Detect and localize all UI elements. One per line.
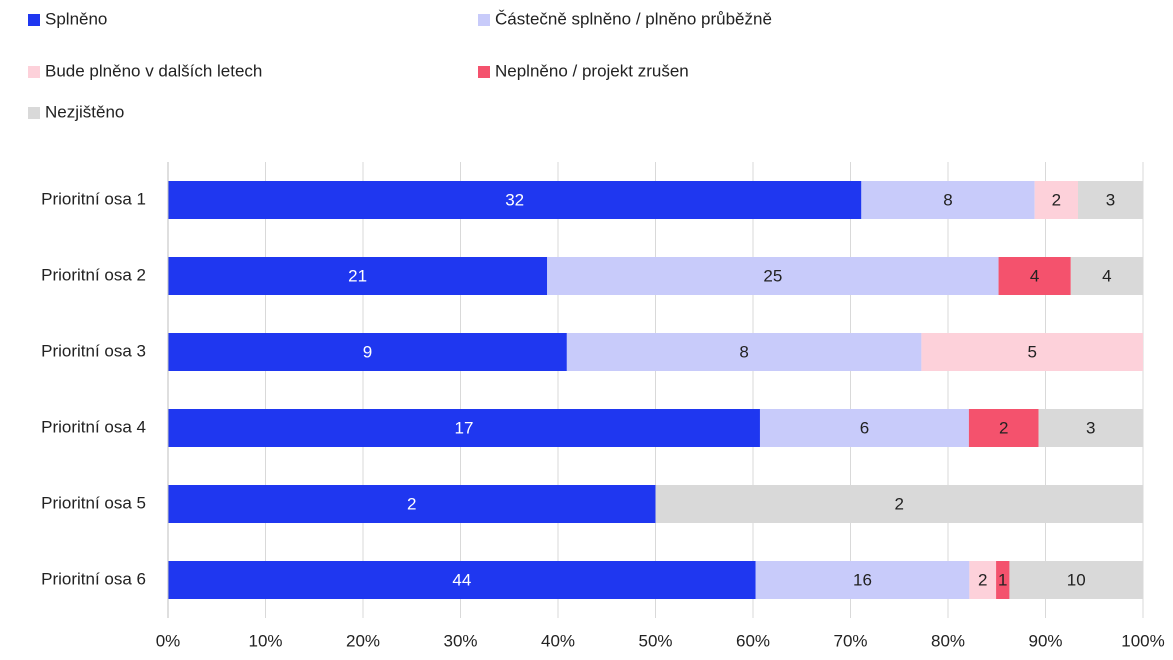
bar-segment	[1038, 409, 1143, 447]
bar-segment	[566, 333, 922, 371]
data-label: 2	[1052, 190, 1061, 209]
data-label: 5	[1027, 342, 1036, 361]
bar-segment	[861, 181, 1035, 219]
bar-segment	[759, 409, 969, 447]
data-label: 16	[853, 570, 872, 589]
legend-label: Neplněno / projekt zrušen	[495, 61, 689, 80]
data-label: 9	[363, 342, 372, 361]
data-label: 6	[860, 418, 869, 437]
bar-segment	[1070, 257, 1143, 295]
bar-segment	[996, 561, 1010, 599]
data-label: 44	[452, 570, 471, 589]
data-label: 21	[348, 266, 367, 285]
legend-swatch	[478, 66, 490, 78]
x-tick-label: 100%	[1121, 631, 1164, 650]
data-label: 8	[943, 190, 952, 209]
x-tick-label: 20%	[346, 631, 380, 650]
x-tick-label: 70%	[833, 631, 867, 650]
bar-segment	[969, 561, 997, 599]
bar-segment	[168, 561, 756, 599]
data-label: 1	[998, 570, 1007, 589]
data-label: 2	[999, 418, 1008, 437]
x-tick-label: 0%	[156, 631, 181, 650]
legend-swatch	[28, 14, 40, 26]
data-label: 3	[1106, 190, 1115, 209]
legend-label: Splněno	[45, 9, 107, 28]
data-label: 25	[763, 266, 782, 285]
x-tick-label: 60%	[736, 631, 770, 650]
bar-segment	[1078, 181, 1143, 219]
bar-segment	[921, 333, 1143, 371]
bar-segment	[168, 181, 862, 219]
data-label: 32	[505, 190, 524, 209]
bar-segment	[168, 485, 656, 523]
y-tick-label: Prioritní osa 5	[41, 493, 146, 512]
data-label: 4	[1102, 266, 1111, 285]
legend-swatch	[28, 66, 40, 78]
y-tick-label: Prioritní osa 1	[41, 189, 146, 208]
bar-segment	[968, 409, 1039, 447]
x-tick-label: 80%	[931, 631, 965, 650]
bar-segment	[655, 485, 1143, 523]
x-tick-label: 50%	[638, 631, 672, 650]
y-tick-label: Prioritní osa 6	[41, 569, 146, 588]
bar-segment	[998, 257, 1071, 295]
data-label: 4	[1030, 266, 1039, 285]
legend-swatch	[28, 107, 40, 119]
bar-segment	[1009, 561, 1143, 599]
data-label: 2	[978, 570, 987, 589]
x-tick-label: 10%	[248, 631, 282, 650]
data-label: 8	[739, 342, 748, 361]
y-tick-label: Prioritní osa 4	[41, 417, 146, 436]
bar-segment	[755, 561, 970, 599]
data-label: 2	[895, 494, 904, 513]
bar-segment	[168, 257, 548, 295]
bar-segment	[168, 409, 760, 447]
x-tick-label: 40%	[541, 631, 575, 650]
x-tick-label: 90%	[1028, 631, 1062, 650]
legend-swatch	[478, 14, 490, 26]
y-tick-label: Prioritní osa 2	[41, 265, 146, 284]
legend-label: Částečně splněno / plněno průběžně	[495, 9, 772, 28]
y-tick-label: Prioritní osa 3	[41, 341, 146, 360]
bar-segment	[547, 257, 999, 295]
bar-segment	[168, 333, 567, 371]
bar-segment	[1034, 181, 1078, 219]
data-label: 3	[1086, 418, 1095, 437]
x-tick-label: 30%	[443, 631, 477, 650]
legend-label: Bude plněno v dalších letech	[45, 61, 262, 80]
data-label: 17	[455, 418, 474, 437]
legend-label: Nezjištěno	[45, 102, 124, 121]
data-label: 10	[1067, 570, 1086, 589]
data-label: 2	[407, 494, 416, 513]
